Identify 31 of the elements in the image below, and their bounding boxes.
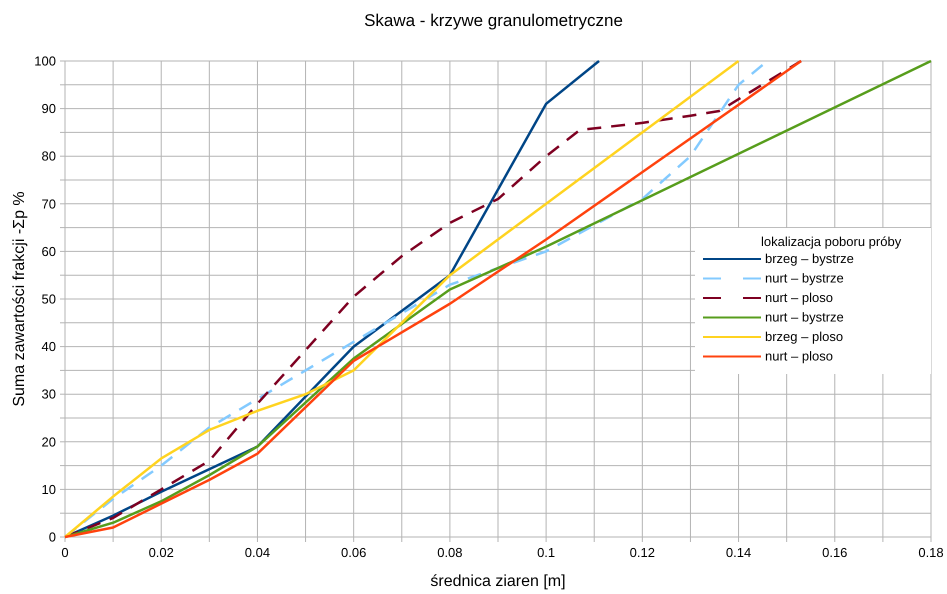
x-tick-label: 0.02 bbox=[148, 545, 174, 560]
x-tick-label: 0.08 bbox=[437, 545, 463, 560]
y-tick-label: 70 bbox=[42, 196, 56, 212]
legend-title: lokalizacja poboru próby bbox=[761, 234, 902, 249]
y-tick-label: 50 bbox=[42, 292, 56, 306]
x-tick-label: 0 bbox=[61, 545, 69, 560]
x-tick-label: 0.12 bbox=[630, 545, 655, 560]
y-tick-label: 30 bbox=[42, 386, 56, 402]
x-axis-title: średnica ziaren [m] bbox=[430, 573, 566, 590]
x-tick-label: 0.1 bbox=[537, 545, 556, 560]
legend-label: nurt – ploso bbox=[765, 348, 833, 364]
x-tick-label: 0.14 bbox=[726, 545, 752, 560]
x-tick-label: 0.18 bbox=[918, 545, 944, 560]
legend-label: brzeg – ploso bbox=[765, 329, 844, 344]
y-tick-label: 100 bbox=[34, 54, 56, 68]
legend-label: brzeg – bystrze bbox=[765, 251, 854, 266]
y-tick-label: 20 bbox=[42, 434, 56, 450]
y-tick-label: 60 bbox=[42, 244, 56, 259]
x-tick-label: 0.04 bbox=[244, 545, 270, 560]
y-tick-label: 10 bbox=[42, 482, 56, 497]
legend-label: nurt – bystrze bbox=[765, 270, 844, 286]
y-tick-label: 90 bbox=[42, 101, 56, 116]
chart-title: Skawa - krzywe granulometryczne bbox=[364, 11, 623, 30]
legend-label: nurt – ploso bbox=[765, 290, 833, 305]
y-tick-label: 40 bbox=[42, 339, 56, 354]
x-tick-label: 0.16 bbox=[822, 545, 848, 560]
y-tick-label: 80 bbox=[42, 148, 56, 164]
y-tick-label: 0 bbox=[48, 530, 56, 544]
x-tick-label: 0.06 bbox=[341, 545, 366, 560]
y-axis-title: Suma zawartości frakcji -Σp % bbox=[11, 191, 28, 407]
legend-label: nurt – bystrze bbox=[765, 310, 844, 324]
